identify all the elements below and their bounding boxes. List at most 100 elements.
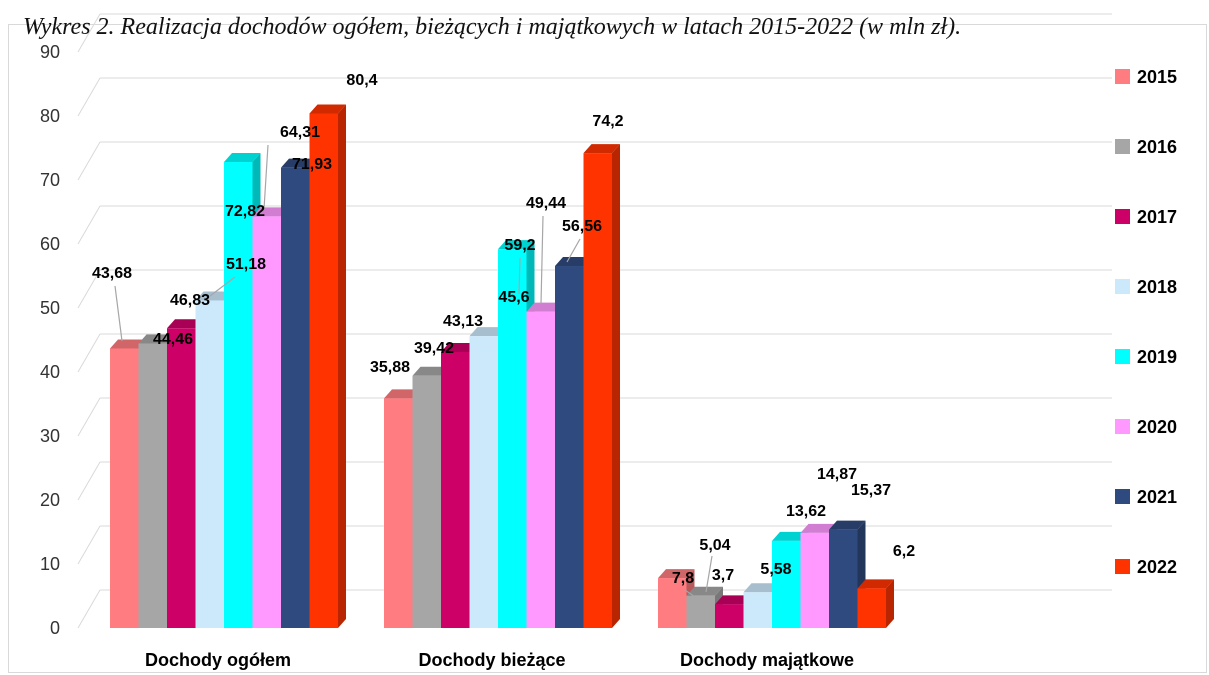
- legend-swatch: [1115, 349, 1130, 364]
- data-label: 64,31: [280, 124, 320, 141]
- data-label: 14,87: [817, 466, 857, 483]
- data-label: 5,04: [699, 537, 730, 554]
- gridline-depth: [77, 525, 101, 565]
- bar-top: [857, 579, 894, 589]
- legend-label: 2021: [1137, 487, 1177, 507]
- bar: [195, 300, 224, 628]
- data-label: 45,6: [498, 289, 529, 306]
- bar-top: [772, 531, 809, 541]
- y-tick-label: 90: [40, 42, 60, 62]
- x-category-label: Dochody ogółem: [145, 650, 291, 670]
- chart-caption: Wykres 2. Realizacja dochodów ogółem, bi…: [23, 14, 962, 40]
- bar-top: [138, 334, 175, 344]
- legend-swatch: [1115, 279, 1130, 294]
- bar-top: [441, 342, 478, 352]
- bar-top: [412, 366, 449, 376]
- data-label: 43,68: [92, 265, 132, 282]
- data-label: 7,8: [672, 570, 694, 587]
- bar-top: [498, 240, 535, 250]
- data-label-leader: [684, 589, 699, 600]
- bar: [167, 328, 196, 628]
- data-label: 80,4: [346, 72, 377, 89]
- bar-top: [743, 583, 780, 593]
- bar-top: [167, 319, 204, 329]
- legend-label: 2018: [1137, 277, 1177, 297]
- bar-top: [555, 257, 592, 267]
- legend-label: 2015: [1137, 67, 1177, 87]
- x-category-label: Dochody majątkowe: [680, 650, 854, 670]
- bar: [583, 153, 612, 628]
- data-label: 71,93: [292, 156, 332, 173]
- data-label: 43,13: [443, 313, 483, 330]
- legend-swatch: [1115, 559, 1130, 574]
- gridline-depth: [77, 77, 101, 117]
- gridline-depth: [77, 141, 101, 181]
- legend-label: 2017: [1137, 207, 1177, 227]
- data-label: 51,18: [226, 256, 266, 273]
- bar-top: [829, 520, 866, 530]
- data-label-leader: [540, 215, 544, 305]
- gridline-depth: [77, 333, 101, 373]
- data-label-leader: [114, 285, 123, 342]
- bar-top: [110, 339, 147, 349]
- data-label: 56,56: [562, 218, 602, 235]
- data-label: 39,42: [414, 340, 454, 357]
- bar: [224, 161, 253, 628]
- gridline-depth: [77, 397, 101, 437]
- data-label-leader: [705, 555, 713, 593]
- data-label-leader: [566, 238, 581, 263]
- legend-swatch: [1115, 489, 1130, 504]
- y-tick-label: 40: [40, 362, 60, 382]
- bar: [498, 249, 527, 628]
- legend-swatch: [1115, 209, 1130, 224]
- data-label: 44,46: [153, 331, 193, 348]
- data-label: 13,62: [786, 503, 826, 520]
- bar-top: [224, 152, 261, 162]
- data-label: 35,88: [370, 359, 410, 376]
- data-label: 72,82: [225, 203, 265, 220]
- bar-top: [583, 144, 620, 154]
- data-label-leader: [518, 257, 521, 295]
- bar: [309, 113, 338, 628]
- bar-side: [338, 104, 346, 628]
- data-label-leader: [209, 276, 236, 297]
- legend-label: 2020: [1137, 417, 1177, 437]
- bar: [658, 578, 687, 628]
- y-tick-label: 0: [50, 618, 60, 638]
- legend-label: 2022: [1137, 557, 1177, 577]
- bar: [800, 532, 829, 628]
- legend-label: 2016: [1137, 137, 1177, 157]
- y-tick-label: 80: [40, 106, 60, 126]
- gridline-depth: [77, 461, 101, 501]
- y-tick-label: 50: [40, 298, 60, 318]
- data-label: 59,2: [504, 237, 535, 254]
- data-label-leader: [263, 144, 269, 210]
- bar: [743, 592, 772, 628]
- data-label: 6,2: [893, 543, 915, 560]
- bar: [110, 348, 139, 628]
- bar: [138, 343, 167, 628]
- x-category-label: Dochody bieżące: [418, 650, 565, 670]
- bar-top: [195, 291, 232, 301]
- bar-top: [686, 586, 723, 596]
- bar: [772, 540, 801, 628]
- legend-label: 2019: [1137, 347, 1177, 367]
- bar-side: [612, 144, 620, 628]
- bar: [384, 398, 413, 628]
- legend-swatch: [1115, 139, 1130, 154]
- bar: [412, 375, 441, 628]
- gridline-depth: [77, 13, 101, 53]
- bar: [469, 336, 498, 628]
- data-label: 49,44: [526, 195, 566, 212]
- y-tick-label: 70: [40, 170, 60, 190]
- bar-top: [658, 569, 695, 579]
- bar: [857, 588, 886, 628]
- gridline-depth: [77, 589, 101, 629]
- bar: [715, 604, 744, 628]
- bar-top: [384, 389, 421, 399]
- bar-top: [281, 158, 318, 168]
- bar: [555, 266, 584, 628]
- data-label: 15,37: [851, 482, 891, 499]
- bar-top: [252, 207, 289, 217]
